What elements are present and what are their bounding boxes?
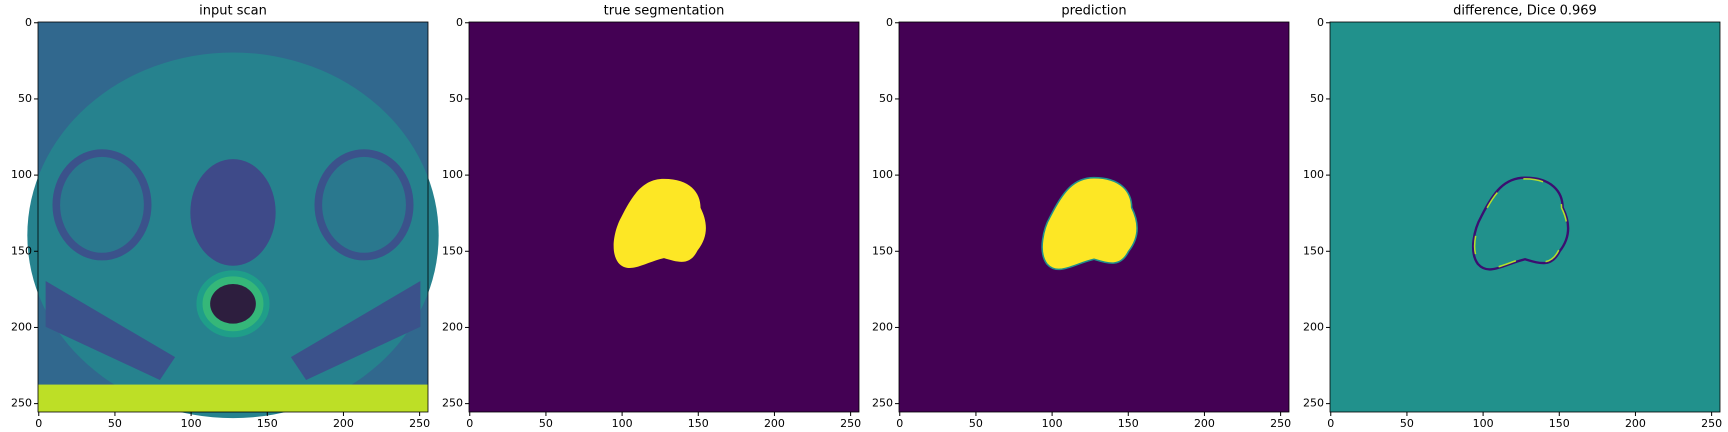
- x-tick-label: 200: [1194, 417, 1215, 430]
- y-tick-label: 150: [442, 244, 463, 257]
- x-tick-label: 50: [108, 417, 122, 430]
- muscle-left: [45, 280, 176, 381]
- x-tick-label: 100: [612, 417, 633, 430]
- difference-inner: [1473, 178, 1568, 269]
- axes-frame: [1329, 21, 1721, 413]
- y-tick-label: 150: [1303, 244, 1324, 257]
- y-tick-label: 100: [11, 168, 32, 181]
- y-tick-label: 50: [18, 92, 32, 105]
- y-tick-label: 250: [442, 397, 463, 410]
- y-tick-label: 250: [872, 397, 893, 410]
- axes-frame: [37, 21, 429, 413]
- y-tick-label: 200: [11, 320, 32, 333]
- bright-band: [38, 384, 428, 412]
- x-tick-label: 150: [688, 417, 709, 430]
- prostate: [190, 159, 276, 266]
- x-tick-label: 250: [409, 417, 430, 430]
- image-background: [1330, 22, 1720, 412]
- difference-outer: [1471, 176, 1570, 271]
- chart-title: input scan: [199, 4, 267, 19]
- x-tick-label: 150: [1118, 417, 1139, 430]
- image: [899, 22, 1289, 412]
- x-tick-label: 0: [1327, 417, 1334, 430]
- image: [469, 22, 859, 412]
- x-tick-label: 100: [1042, 417, 1063, 430]
- x-tick-label: 200: [764, 417, 785, 430]
- x-tick-label: 100: [181, 417, 202, 430]
- x-tick-label: 200: [333, 417, 354, 430]
- y-tick-label: 200: [1303, 320, 1324, 333]
- y-tick-label: 0: [456, 16, 463, 29]
- image: [1330, 22, 1720, 412]
- y-tick-label: 100: [442, 168, 463, 181]
- axes-frame: [898, 21, 1290, 413]
- hip-right: [314, 149, 414, 261]
- y-tick-label: 50: [879, 92, 893, 105]
- y-tick-label: 250: [11, 397, 32, 410]
- y-tick-label: 50: [1310, 92, 1324, 105]
- muscle-right: [290, 280, 421, 381]
- x-tick-label: 250: [1701, 417, 1722, 430]
- hip-left: [52, 149, 152, 261]
- segmentation: [613, 178, 706, 268]
- rectum-lumen: [210, 284, 256, 324]
- x-tick-label: 150: [257, 417, 278, 430]
- y-tick-label: 50: [449, 92, 463, 105]
- chart-title: prediction: [1061, 4, 1126, 19]
- y-tick-label: 250: [1303, 397, 1324, 410]
- y-tick-label: 200: [442, 320, 463, 333]
- x-tick-label: 50: [539, 417, 553, 430]
- chart-title: true segmentation: [604, 4, 725, 19]
- y-tick-label: 0: [1317, 16, 1324, 29]
- y-tick-label: 100: [1303, 168, 1324, 181]
- x-tick-label: 250: [840, 417, 861, 430]
- axes-frame: [468, 21, 860, 413]
- y-tick-label: 150: [872, 244, 893, 257]
- y-tick-label: 0: [25, 16, 32, 29]
- x-tick-label: 50: [1400, 417, 1414, 430]
- x-tick-label: 150: [1549, 417, 1570, 430]
- x-tick-label: 0: [896, 417, 903, 430]
- y-tick-label: 150: [11, 244, 32, 257]
- x-tick-label: 0: [466, 417, 473, 430]
- y-tick-label: 100: [872, 168, 893, 181]
- x-tick-label: 200: [1625, 417, 1646, 430]
- x-tick-label: 100: [1473, 417, 1494, 430]
- x-tick-label: 0: [35, 417, 42, 430]
- y-tick-label: 0: [886, 16, 893, 29]
- segmentation: [1041, 176, 1138, 271]
- image: [27, 22, 439, 419]
- x-tick-label: 250: [1270, 417, 1291, 430]
- x-tick-label: 50: [969, 417, 983, 430]
- chart-title: difference, Dice 0.969: [1453, 4, 1597, 19]
- y-tick-label: 200: [872, 320, 893, 333]
